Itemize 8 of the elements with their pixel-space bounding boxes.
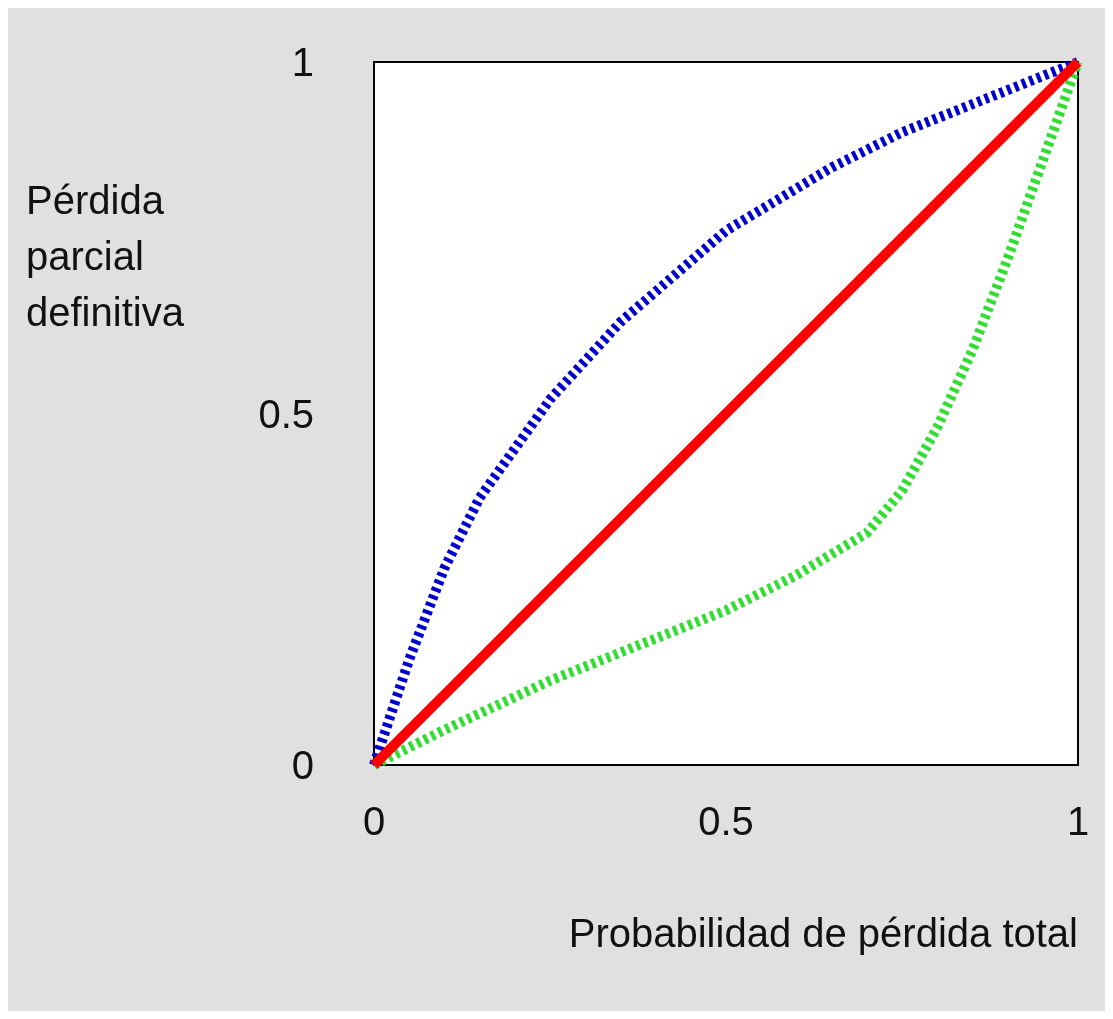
y-tick-label: 1: [291, 40, 314, 84]
x-axis-title: Probabilidad de pérdida total: [568, 911, 1079, 955]
y-tick-label: 0.5: [258, 391, 314, 436]
y-tick-label: 0: [291, 743, 314, 787]
y-axis-title: Pérdida parcial definitiva: [26, 178, 185, 334]
x-tick-label: 0.5: [698, 799, 754, 843]
x-tick-label: 1: [1066, 799, 1090, 843]
x-tick-label: 0: [362, 799, 386, 843]
